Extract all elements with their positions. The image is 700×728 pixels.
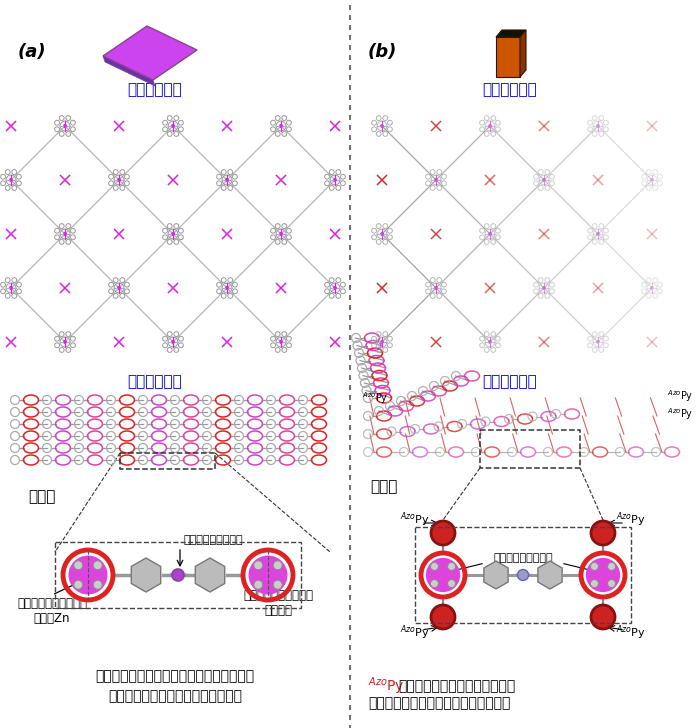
- Circle shape: [596, 340, 600, 344]
- Text: 拡大図: 拡大図: [370, 480, 398, 494]
- Circle shape: [650, 286, 654, 290]
- Text: $^{Azo}$Py: $^{Azo}$Py: [362, 390, 389, 406]
- Text: ポルフィリン配位子: ポルフィリン配位子: [494, 553, 553, 563]
- Circle shape: [591, 521, 615, 545]
- Circle shape: [426, 558, 460, 592]
- Circle shape: [596, 124, 600, 128]
- Circle shape: [542, 286, 546, 290]
- Circle shape: [171, 232, 175, 236]
- Circle shape: [434, 178, 438, 182]
- Text: 上から見た図: 上から見た図: [482, 82, 538, 98]
- Bar: [480, 430, 580, 468]
- Circle shape: [93, 561, 102, 570]
- Circle shape: [333, 286, 337, 290]
- Circle shape: [63, 232, 67, 236]
- Circle shape: [586, 558, 620, 592]
- Polygon shape: [103, 26, 197, 80]
- Circle shape: [447, 563, 456, 571]
- Circle shape: [273, 580, 282, 589]
- Text: 横から見た図: 横から見た図: [482, 374, 538, 389]
- Bar: [415, 527, 631, 623]
- Bar: [55, 542, 301, 608]
- Ellipse shape: [169, 571, 187, 579]
- Text: $^{Azo}$Py: $^{Azo}$Py: [666, 388, 693, 404]
- Text: $^{Azo}$Py: $^{Azo}$Py: [368, 675, 405, 697]
- Circle shape: [380, 340, 384, 344]
- Polygon shape: [103, 56, 155, 86]
- Circle shape: [254, 561, 262, 570]
- Circle shape: [608, 579, 615, 587]
- Circle shape: [279, 340, 283, 344]
- Bar: [120, 453, 215, 469]
- Text: $^{Azo}$Py: $^{Azo}$Py: [400, 511, 430, 529]
- Circle shape: [590, 579, 598, 587]
- Circle shape: [431, 605, 455, 629]
- Circle shape: [172, 569, 184, 581]
- Text: から形成して、シート構造を連結する: から形成して、シート構造を連結する: [368, 696, 510, 710]
- Circle shape: [542, 178, 546, 182]
- Polygon shape: [496, 37, 520, 77]
- Circle shape: [650, 178, 654, 182]
- Polygon shape: [520, 30, 526, 77]
- Circle shape: [431, 521, 455, 545]
- Circle shape: [69, 555, 108, 595]
- Text: ポルフィリン配位子を
つなぐZn: ポルフィリン配位子を つなぐZn: [17, 597, 87, 625]
- Circle shape: [596, 232, 600, 236]
- Circle shape: [63, 124, 67, 128]
- Text: 上から見た図: 上から見た図: [127, 82, 183, 98]
- Text: $^{Azo}$Py: $^{Azo}$Py: [616, 624, 646, 642]
- Text: 拡大図: 拡大図: [28, 489, 55, 505]
- Circle shape: [591, 605, 615, 629]
- Text: のピリジル基が配位結合を上下: のピリジル基が配位結合を上下: [398, 679, 515, 693]
- Text: $^{Azo}$Py: $^{Azo}$Py: [666, 406, 693, 422]
- Text: $^{Azo}$Py: $^{Azo}$Py: [400, 624, 430, 642]
- Circle shape: [430, 579, 438, 587]
- Polygon shape: [496, 30, 526, 37]
- Circle shape: [225, 286, 229, 290]
- Circle shape: [488, 340, 492, 344]
- Circle shape: [590, 563, 598, 571]
- Text: 横から見た図: 横から見た図: [127, 374, 183, 389]
- Circle shape: [279, 124, 283, 128]
- Ellipse shape: [515, 572, 531, 578]
- Circle shape: [9, 286, 13, 290]
- Circle shape: [488, 124, 492, 128]
- Circle shape: [171, 124, 175, 128]
- Circle shape: [608, 563, 615, 571]
- Circle shape: [279, 232, 283, 236]
- Circle shape: [117, 178, 121, 182]
- Circle shape: [225, 178, 229, 182]
- Circle shape: [9, 178, 13, 182]
- Circle shape: [447, 579, 456, 587]
- Circle shape: [117, 286, 121, 290]
- Circle shape: [254, 580, 262, 589]
- Circle shape: [74, 561, 83, 570]
- Circle shape: [488, 232, 492, 236]
- Circle shape: [93, 580, 102, 589]
- Circle shape: [430, 563, 438, 571]
- Circle shape: [273, 561, 282, 570]
- Text: $^{Azo}$Py: $^{Azo}$Py: [616, 511, 646, 529]
- Circle shape: [333, 178, 337, 182]
- Text: ポルフィリン配位子が亜鉛イオンによって
連結されてシート構造が形成される: ポルフィリン配位子が亜鉛イオンによって 連結されてシート構造が形成される: [95, 669, 255, 703]
- Circle shape: [434, 286, 438, 290]
- Circle shape: [63, 340, 67, 344]
- Text: ポルフィリン配位子: ポルフィリン配位子: [184, 535, 244, 545]
- Circle shape: [171, 340, 175, 344]
- Circle shape: [380, 124, 384, 128]
- Circle shape: [248, 555, 288, 595]
- Text: (a): (a): [18, 43, 47, 61]
- Circle shape: [74, 580, 83, 589]
- Text: (b): (b): [368, 43, 398, 61]
- Text: ポルフィリン配位子の
酸素原子: ポルフィリン配位子の 酸素原子: [243, 589, 313, 617]
- Circle shape: [517, 569, 528, 580]
- Circle shape: [380, 232, 384, 236]
